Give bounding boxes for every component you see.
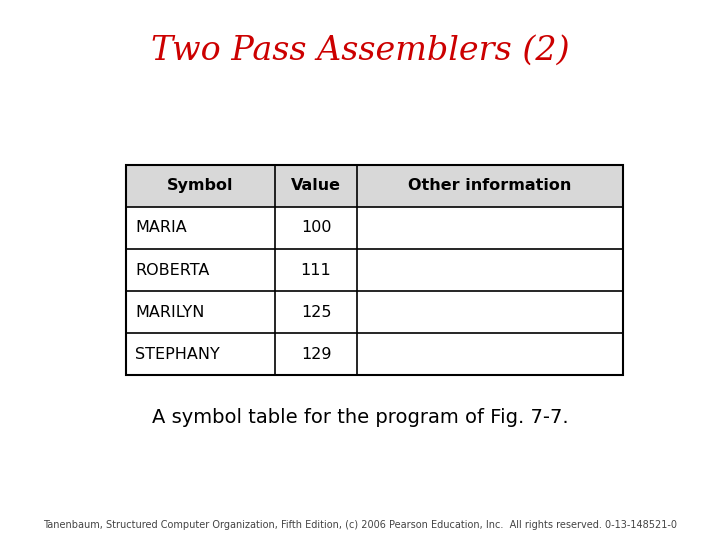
Text: Symbol: Symbol: [167, 178, 234, 193]
Text: Value: Value: [291, 178, 341, 193]
Text: STEPHANY: STEPHANY: [135, 347, 220, 362]
Text: MARIA: MARIA: [135, 220, 187, 235]
Text: 125: 125: [301, 305, 331, 320]
Bar: [126, 165, 623, 375]
Text: MARILYN: MARILYN: [135, 305, 204, 320]
Text: 111: 111: [301, 262, 331, 278]
Text: 100: 100: [301, 220, 331, 235]
Text: Two Pass Assemblers (2): Two Pass Assemblers (2): [150, 35, 570, 67]
Text: Other information: Other information: [408, 178, 572, 193]
Text: A symbol table for the program of Fig. 7-7.: A symbol table for the program of Fig. 7…: [152, 408, 568, 427]
Text: 129: 129: [301, 347, 331, 362]
Bar: [126, 165, 623, 207]
Text: ROBERTA: ROBERTA: [135, 262, 210, 278]
Text: Tanenbaum, Structured Computer Organization, Fifth Edition, (c) 2006 Pearson Edu: Tanenbaum, Structured Computer Organizat…: [43, 520, 677, 530]
